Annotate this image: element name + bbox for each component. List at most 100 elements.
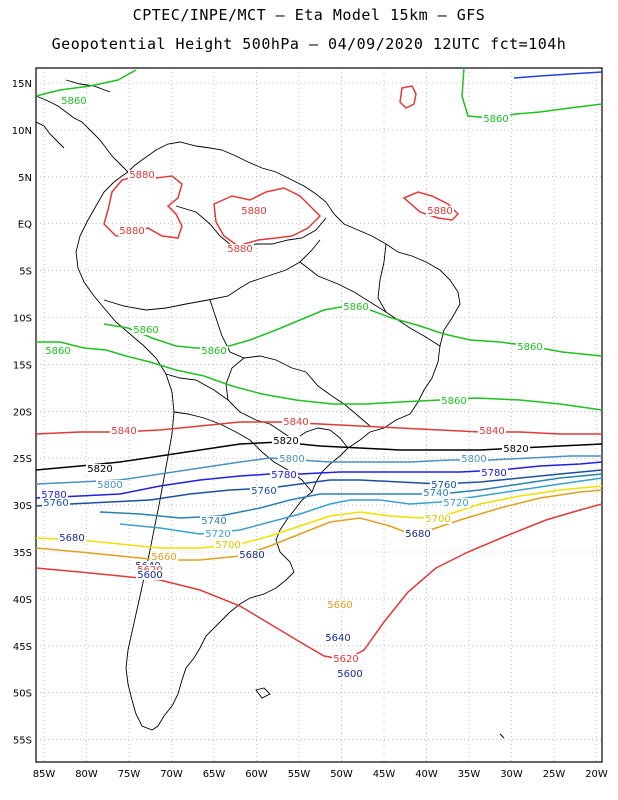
- lat-tick-label: 15S: [13, 360, 32, 371]
- contour-label: 5860: [483, 114, 508, 125]
- contour-label: 5780: [271, 470, 296, 481]
- lat-tick-label: 25S: [13, 454, 32, 465]
- contour-line: [35, 461, 603, 499]
- contour-label: 5600: [337, 669, 362, 680]
- contour-label-bg: [442, 498, 470, 508]
- lat-tick-label: 45S: [13, 642, 32, 653]
- lon-tick-label: 55W: [288, 769, 311, 780]
- contour-label-bg: [40, 490, 68, 500]
- lon-tick-label: 30W: [500, 769, 523, 780]
- coastline: [35, 79, 505, 739]
- lat-tick-label: 20S: [13, 407, 32, 418]
- plot-frame: [35, 67, 603, 763]
- contour-label-bg: [440, 396, 468, 406]
- contour-label-bg: [204, 529, 232, 539]
- lat-tick-label: 40S: [13, 595, 32, 606]
- contour-label: 5660: [151, 552, 176, 563]
- contour-label-bg: [250, 486, 278, 496]
- contour-label-bg: [42, 498, 70, 508]
- contour-label: 5640: [325, 633, 350, 644]
- contour-label-bg: [282, 417, 310, 427]
- contour-line: [213, 187, 322, 247]
- contour-label-bg: [424, 514, 452, 524]
- contour-line: [35, 69, 137, 97]
- contour-label-bg: [240, 206, 268, 216]
- contour-label-bg: [272, 436, 300, 446]
- contour-label: 5860: [441, 396, 466, 407]
- lon-tick-label: 60W: [245, 769, 268, 780]
- contour-label: 5800: [461, 454, 486, 465]
- contour-label: 5660: [327, 600, 352, 611]
- chart-title-line-1: CPTEC/INPE/MCT – Eta Model 15km – GFS: [132, 6, 486, 24]
- contour-label: 5860: [343, 302, 368, 313]
- lat-tick-label: 35S: [13, 548, 32, 559]
- contour-label-bg: [502, 444, 530, 454]
- lat-tick-label: 50S: [13, 689, 32, 700]
- contour-line: [99, 473, 603, 519]
- contour-label-bg: [150, 552, 178, 562]
- contour-label-bg: [482, 114, 510, 124]
- contour-label: 5840: [283, 417, 308, 428]
- contour-label: 5820: [503, 444, 528, 455]
- contour-label: 5760: [43, 498, 68, 509]
- contour-label: 5760: [251, 486, 276, 497]
- lon-tick-label: 80W: [75, 769, 98, 780]
- contour-label-bg: [86, 464, 114, 474]
- contour-label: 5700: [425, 514, 450, 525]
- lon-tick-label: 70W: [160, 769, 183, 780]
- contour-label-bg: [326, 600, 354, 610]
- chart-title-line-2: Geopotential Height 500hPa – 04/09/2020 …: [51, 35, 567, 53]
- contour-label: 5860: [45, 346, 70, 357]
- contour-label: 5800: [279, 454, 304, 465]
- lat-tick-label: 5S: [19, 267, 32, 278]
- contour-label-bg: [460, 454, 488, 464]
- contour-line: [35, 469, 603, 507]
- contour-label: 5780: [41, 490, 66, 501]
- contour-label: 5880: [119, 226, 144, 237]
- contour-label: 5700: [215, 540, 240, 551]
- contour-line: [399, 85, 417, 109]
- contour-line: [103, 305, 603, 357]
- contour-label: 5680: [405, 529, 430, 540]
- contour-label-bg: [58, 533, 86, 543]
- contour-label-bg: [324, 633, 352, 643]
- contour-label: 5740: [201, 516, 226, 527]
- contour-label: 5720: [443, 498, 468, 509]
- contour-label-bg: [516, 342, 544, 352]
- lon-tick-label: 50W: [330, 769, 353, 780]
- contour-label-bg: [136, 570, 164, 580]
- contour-label: 5740: [423, 488, 448, 499]
- contour-label-bg: [278, 454, 306, 464]
- contour-label-bg: [422, 488, 450, 498]
- contour-line: [36, 341, 603, 411]
- contour-label-bg: [128, 170, 156, 180]
- contour-label-bg: [270, 470, 298, 480]
- contour-label-bg: [336, 669, 364, 679]
- contour-label: 5620: [333, 654, 358, 665]
- contour-label: 5600: [137, 570, 162, 581]
- lat-tick-label: 30S: [13, 501, 32, 512]
- contour-line: [35, 485, 603, 549]
- lat-tick-label: 10N: [12, 126, 32, 137]
- contour-label: 5820: [273, 436, 298, 447]
- contour-label: 5680: [59, 533, 84, 544]
- contour-label: 5820: [87, 464, 112, 475]
- contour-label: 5680: [239, 550, 264, 561]
- lon-tick-label: 75W: [118, 769, 141, 780]
- contour-label-bg: [238, 550, 266, 560]
- contour-label-bg: [226, 244, 254, 254]
- lon-tick-label: 40W: [415, 769, 438, 780]
- contour-label: 5800: [97, 480, 122, 491]
- contour-label: 5880: [227, 244, 252, 255]
- lon-tick-label: 25W: [543, 769, 566, 780]
- axis-labels: 85W 80W 75W 70W 65W 60W 55W 50W 45W 40W 35W 30W 25W 2…: [12, 79, 608, 780]
- contour-label: 5860: [61, 96, 86, 107]
- contour-label-bg: [110, 426, 138, 436]
- contour-label: 5780: [481, 468, 506, 479]
- lon-tick-label: 35W: [458, 769, 481, 780]
- contour-label: 5760: [431, 480, 456, 491]
- contour-label: 5840: [479, 426, 504, 437]
- contour-label: 5860: [201, 346, 226, 357]
- lon-tick-label: 45W: [373, 769, 396, 780]
- contour-label-bg: [342, 302, 370, 312]
